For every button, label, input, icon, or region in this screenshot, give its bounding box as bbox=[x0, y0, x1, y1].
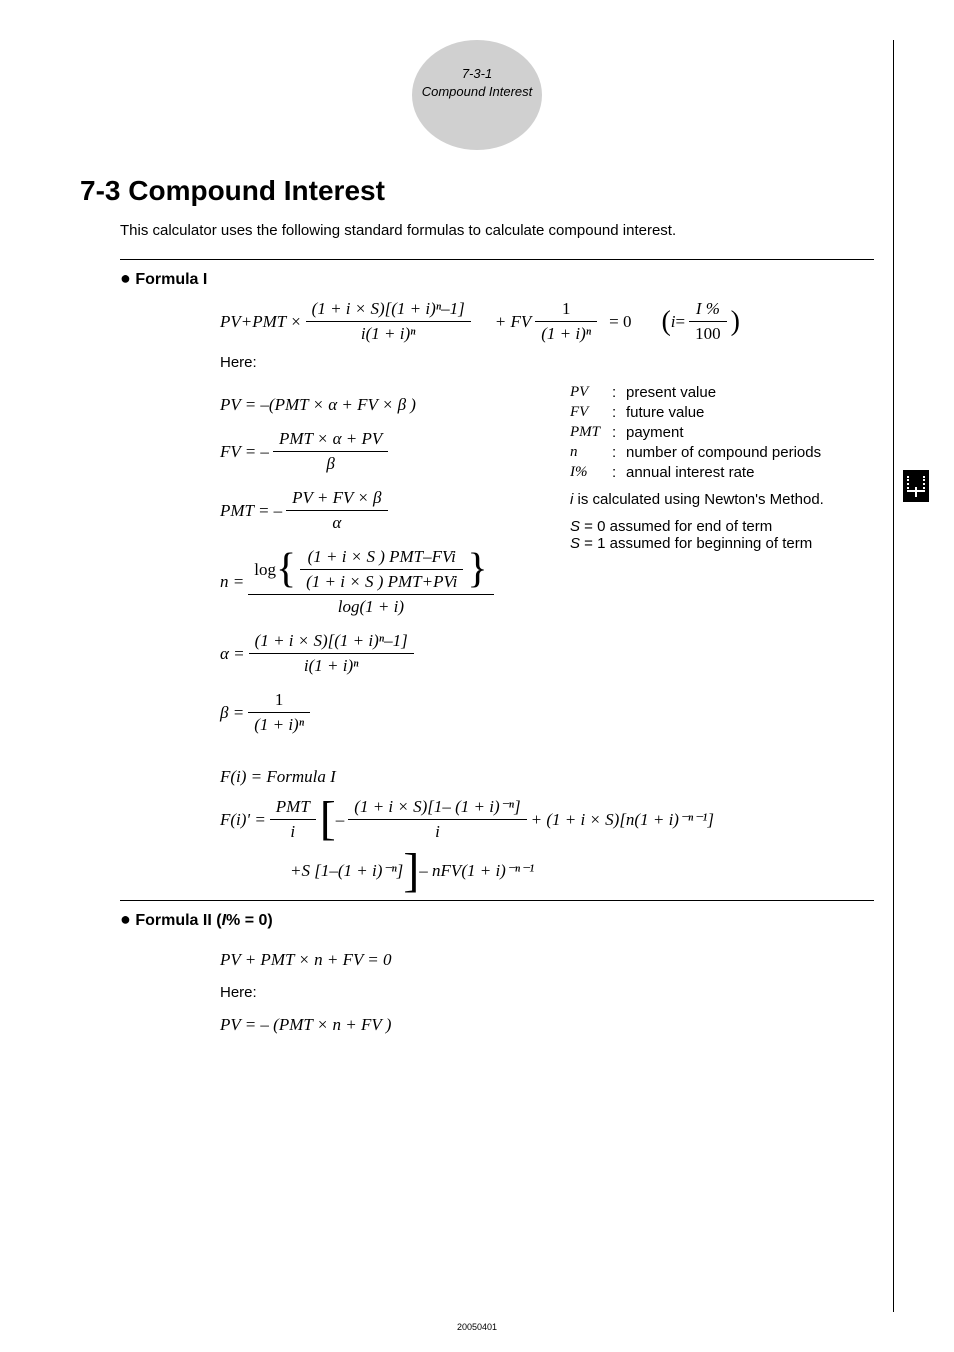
formula2-body: PV + PMT × n + FV = 0 Here: PV = – (PMT … bbox=[220, 950, 874, 1035]
equations-column: PV = –(PMT × α + FV × β ) FV = – PMT × α… bbox=[220, 381, 540, 749]
header-badge: 7-3-1 Compound Interest bbox=[80, 40, 874, 155]
eq-n-logden: (1 + i × S ) PMT+PVi bbox=[300, 570, 463, 592]
here-label-2: Here: bbox=[220, 984, 874, 1001]
eq-n-lognum: (1 + i × S ) PMT–FVi bbox=[300, 547, 463, 570]
fip-lhs: F(i)' = bbox=[220, 810, 266, 830]
f-fv-num: 1 bbox=[535, 299, 597, 322]
eq-n-lhs: n = bbox=[220, 572, 244, 592]
fip-tail2: – nFV(1 + i)⁻ⁿ⁻¹ bbox=[419, 861, 534, 881]
formula1-heading-text: Formula I bbox=[135, 271, 207, 288]
def-fv-text: future value bbox=[626, 404, 874, 421]
f-plus-fv: + FV bbox=[495, 312, 532, 332]
formula1-main: PV+PMT × (1 + i × S)[(1 + i)ⁿ–1] i(1 + i… bbox=[220, 299, 874, 371]
fip-inner-num: (1 + i × S)[1– (1 + i)⁻ⁿ] bbox=[348, 797, 526, 820]
eq-pv: PV = –(PMT × α + FV × β ) bbox=[220, 395, 416, 415]
formula1-heading: ● Formula I bbox=[120, 268, 874, 289]
formula1-body: PV = –(PMT × α + FV × β ) FV = – PMT × α… bbox=[220, 381, 874, 749]
f-fv-den: (1 + i)ⁿ bbox=[535, 322, 597, 344]
def-i-text: annual interest rate bbox=[626, 464, 874, 481]
intro-text: This calculator uses the following stand… bbox=[120, 222, 874, 239]
fip-inner-den: i bbox=[348, 820, 526, 842]
formula2-heading-text: Formula II (I% = 0) bbox=[135, 912, 272, 929]
section-title: 7-3 Compound Interest bbox=[80, 175, 874, 207]
footer-number: 20050401 bbox=[457, 1322, 497, 1332]
eq-beta-lhs: β = bbox=[220, 703, 244, 723]
eq-alpha-num: (1 + i × S)[(1 + i)ⁿ–1] bbox=[249, 631, 414, 654]
s1-note: S = 1 assumed for beginning of term bbox=[570, 535, 874, 552]
f-main-eq: = 0 bbox=[609, 312, 631, 332]
i-note: is calculated using Newton's Method. bbox=[578, 491, 824, 508]
f-main-den: i(1 + i)ⁿ bbox=[306, 322, 471, 344]
f2-pv: PV = – (PMT × n + FV ) bbox=[220, 1015, 391, 1035]
def-n-text: number of compound periods bbox=[626, 444, 874, 461]
eq-fv-den: β bbox=[273, 452, 388, 474]
page-ref: 7-3-1 bbox=[462, 66, 492, 81]
eq-pmt-num: PV + FV × β bbox=[286, 488, 387, 511]
eq-alpha-lhs: α = bbox=[220, 644, 245, 664]
def-n-sym: n bbox=[570, 444, 612, 461]
divider bbox=[120, 259, 874, 260]
definitions-column: PV:present value FV:future value PMT:pay… bbox=[570, 381, 874, 749]
eq-beta-den: (1 + i)ⁿ bbox=[248, 713, 310, 735]
eq-fv-lhs: FV = – bbox=[220, 442, 269, 462]
f-idef-num: I % bbox=[689, 299, 727, 322]
here-label-1: Here: bbox=[220, 354, 874, 371]
def-pmt-text: payment bbox=[626, 424, 874, 441]
eq-alpha-den: i(1 + i)ⁿ bbox=[249, 654, 414, 676]
s0-note: S = 0 assumed for end of term bbox=[570, 518, 874, 535]
eq-pmt-den: α bbox=[286, 511, 387, 533]
formula2-heading: ● Formula II (I% = 0) bbox=[120, 909, 874, 930]
fi-label: F(i) = Formula I bbox=[220, 767, 336, 786]
f-idef-den: 100 bbox=[689, 322, 727, 344]
eq-n-den: log(1 + i) bbox=[248, 595, 493, 617]
divider-2 bbox=[120, 900, 874, 901]
def-pmt-sym: PMT bbox=[570, 424, 612, 441]
f2-main: PV + PMT × n + FV = 0 bbox=[220, 950, 392, 970]
fip-line2: +S [1–(1 + i)⁻ⁿ] bbox=[290, 861, 403, 881]
fip-tail1: + (1 + i × S)[n(1 + i)⁻ⁿ⁻¹] bbox=[531, 810, 714, 830]
eq-fv-num: PMT × α + PV bbox=[273, 429, 388, 452]
def-i-sym: I% bbox=[570, 464, 612, 481]
def-pv-text: present value bbox=[626, 384, 874, 401]
def-fv-sym: FV bbox=[570, 404, 612, 421]
fip-num1: PMT bbox=[270, 797, 316, 820]
eq-beta-num: 1 bbox=[248, 690, 310, 713]
badge-circle: 7-3-1 Compound Interest bbox=[412, 40, 542, 150]
page-content: 7-3-1 Compound Interest 7-3 Compound Int… bbox=[0, 0, 954, 1069]
eq-pmt-lhs: PMT = – bbox=[220, 501, 282, 521]
f-main-lhs: PV+PMT × bbox=[220, 312, 302, 332]
page-topic: Compound Interest bbox=[422, 84, 533, 99]
def-pv-sym: PV bbox=[570, 384, 612, 401]
f-main-num: (1 + i × S)[(1 + i)ⁿ–1] bbox=[306, 299, 471, 322]
fi-block: F(i) = Formula I F(i)' = PMT i [ – (1 + … bbox=[220, 767, 874, 890]
fip-den1: i bbox=[270, 820, 316, 842]
